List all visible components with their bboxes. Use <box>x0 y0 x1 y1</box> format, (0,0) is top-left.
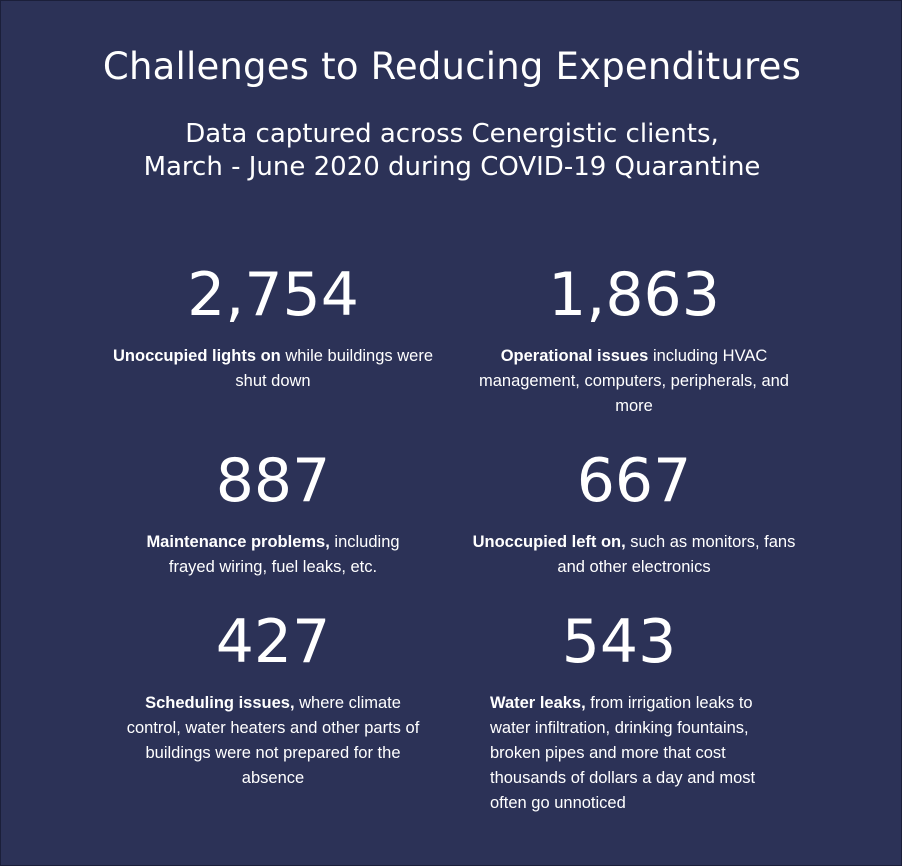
stat-description: Operational issues including HVAC manage… <box>469 344 799 419</box>
page-title: Challenges to Reducing Expenditures <box>102 45 802 88</box>
stat-bold-label: Unoccupied lights on <box>113 347 281 365</box>
stat-text: such as monitors, fans and other electro… <box>557 533 796 576</box>
stat-value: 427 <box>215 607 331 677</box>
stat-scheduling-issues: 427 Scheduling issues, where climate con… <box>108 610 438 791</box>
stat-unoccupied-left-on: 667 Unoccupied left on, such as monitors… <box>469 449 799 580</box>
stat-text: including frayed wiring, fuel leaks, etc… <box>168 533 400 576</box>
stat-unoccupied-lights: 2,754 Unoccupied lights on while buildin… <box>108 263 438 394</box>
subtitle-line-2: March - June 2020 during COVID-19 Quaran… <box>143 152 761 182</box>
stat-water-leaks: 543 Water leaks, from irrigation leaks t… <box>490 610 790 816</box>
stat-bold-label: Maintenance problems, <box>146 533 330 551</box>
stat-text: while buildings were shut down <box>235 347 433 390</box>
stat-value: 2,754 <box>187 260 359 330</box>
stat-description: Scheduling issues, where climate control… <box>108 691 438 791</box>
stat-bold-label: Water leaks, <box>490 694 586 712</box>
stat-operational-issues: 1,863 Operational issues including HVAC … <box>469 263 799 419</box>
stat-bold-label: Unoccupied left on, <box>472 533 626 551</box>
stat-text: from irrigation leaks to water infiltrat… <box>490 694 756 812</box>
stat-text: where climate control, water heaters and… <box>126 694 420 787</box>
stat-value: 887 <box>215 446 331 516</box>
stat-bold-label: Operational issues <box>500 347 649 365</box>
stat-maintenance-problems: 887 Maintenance problems, including fray… <box>108 449 438 580</box>
stat-value: 1,863 <box>548 260 720 330</box>
stat-text: including HVAC management, computers, pe… <box>478 347 789 415</box>
subtitle: Data captured across Cenergistic clients… <box>1 118 902 184</box>
stat-value: 543 <box>561 607 677 677</box>
stat-bold-label: Scheduling issues, <box>145 694 295 712</box>
stat-description: Unoccupied lights on while buildings wer… <box>108 344 438 394</box>
subtitle-line-1: Data captured across Cenergistic clients… <box>185 119 719 149</box>
stat-description: Water leaks, from irrigation leaks to wa… <box>490 691 790 816</box>
stat-description: Unoccupied left on, such as monitors, fa… <box>469 530 799 580</box>
stat-description: Maintenance problems, including frayed w… <box>108 530 438 580</box>
stat-value: 667 <box>576 446 692 516</box>
